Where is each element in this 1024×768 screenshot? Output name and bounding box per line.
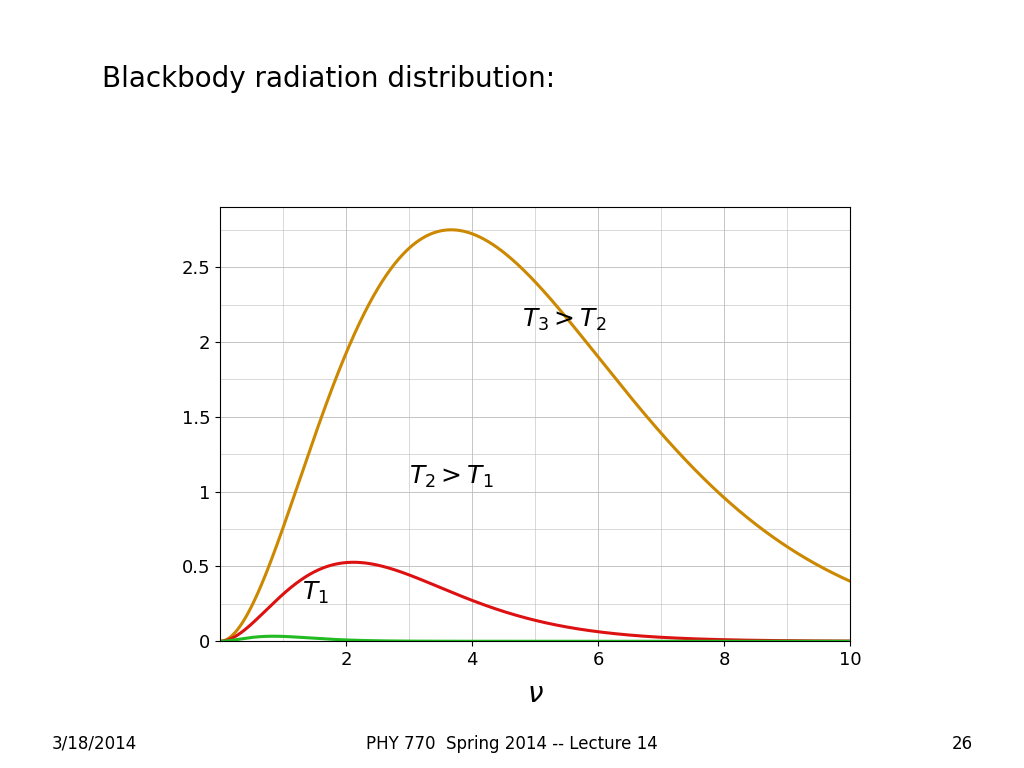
Text: PHY 770  Spring 2014 -- Lecture 14: PHY 770 Spring 2014 -- Lecture 14 — [367, 735, 657, 753]
X-axis label: $\nu$: $\nu$ — [526, 680, 544, 708]
Text: 26: 26 — [951, 735, 973, 753]
Text: $T_2>T_1$: $T_2>T_1$ — [409, 464, 494, 491]
Text: 3/18/2014: 3/18/2014 — [51, 735, 136, 753]
Text: $T_3>T_2$: $T_3>T_2$ — [522, 307, 607, 333]
Text: Blackbody radiation distribution:: Blackbody radiation distribution: — [102, 65, 556, 93]
Text: $T_1$: $T_1$ — [302, 579, 329, 606]
